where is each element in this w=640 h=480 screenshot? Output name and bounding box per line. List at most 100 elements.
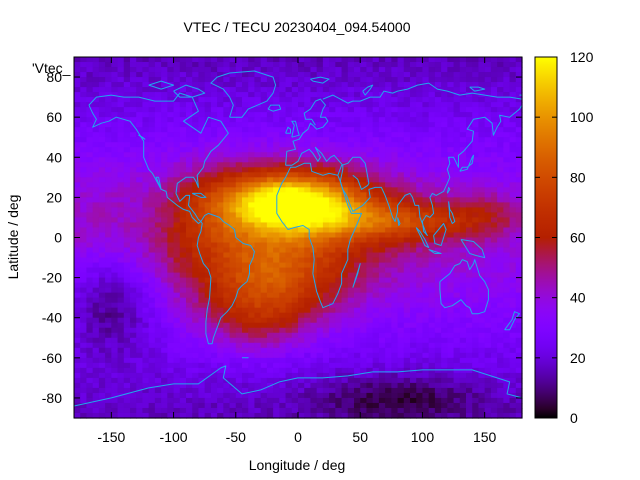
heat-cell (478, 337, 486, 344)
heat-cell (161, 377, 168, 384)
heat-cell (285, 397, 293, 404)
heat-cell (98, 352, 106, 359)
heat-cell (123, 232, 131, 239)
heat-cell (117, 237, 125, 244)
heat-cell (86, 202, 94, 209)
heat-cell (130, 202, 137, 209)
heat-cell (223, 312, 231, 319)
heat-cell (316, 122, 324, 128)
heat-cell (142, 387, 150, 394)
heat-cell (459, 247, 467, 254)
heat-cell (416, 322, 424, 329)
heat-cell (403, 392, 411, 399)
heat-cell (329, 362, 336, 369)
heat-cell (378, 302, 386, 309)
heat-cell (154, 342, 162, 349)
heat-cell (285, 67, 293, 73)
heat-cell (322, 117, 330, 123)
heat-cell (403, 227, 411, 234)
heat-cell (497, 302, 504, 309)
heat-cell (161, 257, 168, 264)
heat-cell (466, 352, 473, 359)
heat-cell (217, 327, 224, 334)
heat-cell (92, 102, 100, 108)
heat-cell (74, 67, 81, 73)
heat-cell (503, 72, 511, 78)
heat-cell (322, 392, 330, 399)
heat-cell (372, 322, 380, 329)
heat-cell (490, 327, 498, 334)
heat-cell (80, 302, 88, 309)
heat-cell (210, 352, 218, 359)
heat-cell (509, 297, 517, 304)
heat-cell (509, 372, 517, 379)
heat-cell (279, 217, 287, 224)
heat-cell (179, 232, 187, 239)
heat-cell (416, 117, 424, 123)
heat-cell (105, 212, 112, 219)
heat-cell (136, 362, 144, 369)
heat-cell (472, 267, 480, 274)
heat-cell (142, 257, 150, 264)
heat-cell (378, 77, 386, 83)
heat-cell (273, 282, 280, 289)
heat-cell (142, 392, 150, 399)
heat-cell (484, 77, 492, 83)
heat-cell (416, 352, 424, 359)
heat-cell (360, 82, 368, 88)
heat-cell (235, 262, 243, 269)
heat-cell (229, 162, 237, 168)
heat-cell (111, 307, 119, 314)
heat-cell (285, 97, 293, 103)
heat-cell (354, 82, 361, 88)
heat-cell (472, 177, 480, 183)
heat-cell (434, 327, 442, 334)
heat-cell (484, 327, 492, 334)
heat-cell (347, 172, 355, 178)
heat-cell (441, 257, 448, 264)
heat-cell (410, 117, 417, 123)
heat-cell (322, 97, 330, 103)
heat-cell (279, 277, 287, 284)
heat-cell (235, 207, 243, 214)
heat-cell (503, 182, 511, 188)
heat-cell (472, 187, 480, 193)
heat-cell (385, 92, 392, 98)
heat-cell (428, 292, 436, 299)
heat-cell (136, 172, 144, 178)
heat-cell (484, 107, 492, 113)
heat-cell (186, 352, 193, 359)
heat-cell (80, 117, 88, 123)
heat-cell (385, 102, 392, 108)
heat-cell (447, 312, 455, 319)
heat-cell (335, 252, 343, 259)
heat-cell (466, 72, 473, 78)
heat-cell (217, 87, 224, 93)
heat-cell (403, 122, 411, 128)
heat-cell (204, 102, 212, 108)
heat-cell (453, 382, 461, 389)
heat-cell (428, 72, 436, 78)
heat-cell (385, 177, 392, 183)
heat-cell (235, 162, 243, 168)
heat-cell (136, 367, 144, 374)
heat-cell (490, 277, 498, 284)
heat-cell (466, 57, 473, 63)
heat-cell (223, 87, 231, 93)
heat-cell (92, 212, 100, 219)
heat-cell (316, 197, 324, 203)
heat-cell (354, 217, 361, 224)
heat-cell (322, 367, 330, 374)
heat-cell (515, 167, 523, 173)
heat-cell (198, 102, 206, 108)
heat-cell (416, 227, 424, 234)
heat-cell (484, 257, 492, 264)
heat-cell (279, 197, 287, 203)
heat-cell (472, 132, 480, 138)
heat-cell (509, 62, 517, 68)
heat-cell (285, 107, 293, 113)
heat-cell (472, 117, 480, 123)
heat-cell (154, 297, 162, 304)
heat-cell (98, 107, 106, 113)
heat-cell (360, 277, 368, 284)
